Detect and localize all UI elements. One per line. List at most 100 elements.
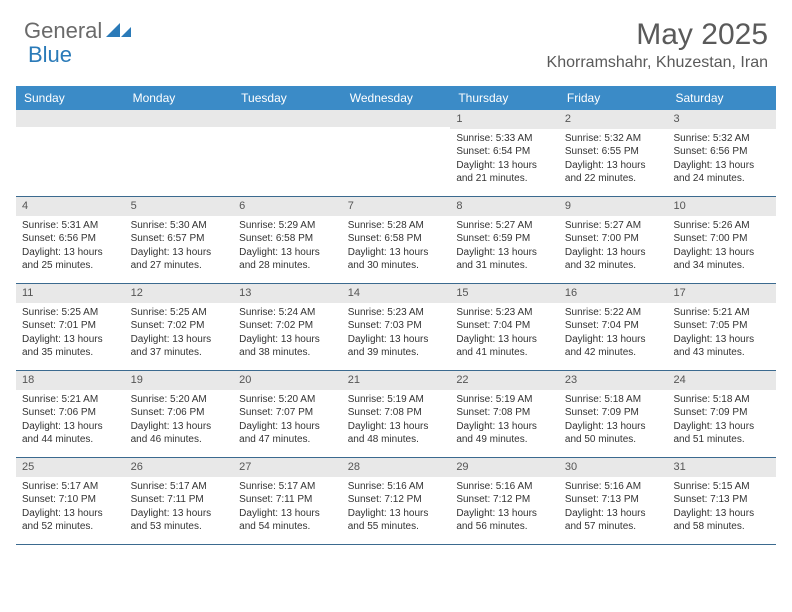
daylight-line: Daylight: 13 hours and 53 minutes. [131,507,228,534]
sunset-line: Sunset: 7:08 PM [456,406,553,420]
day-body: Sunrise: 5:24 AMSunset: 7:02 PMDaylight:… [233,303,342,364]
day-body: Sunrise: 5:23 AMSunset: 7:03 PMDaylight:… [342,303,451,364]
sunrise-line: Sunrise: 5:19 AM [456,393,553,407]
daylight-line: Daylight: 13 hours and 28 minutes. [239,246,336,273]
daylight-line: Daylight: 13 hours and 47 minutes. [239,420,336,447]
day-body: Sunrise: 5:15 AMSunset: 7:13 PMDaylight:… [667,477,776,538]
day-number [125,110,234,127]
sunrise-line: Sunrise: 5:21 AM [22,393,119,407]
sunset-line: Sunset: 7:03 PM [348,319,445,333]
day-body: Sunrise: 5:20 AMSunset: 7:07 PMDaylight:… [233,390,342,451]
daylight-line: Daylight: 13 hours and 38 minutes. [239,333,336,360]
sunset-line: Sunset: 7:13 PM [673,493,770,507]
day-number: 9 [559,197,668,216]
daylight-line: Daylight: 13 hours and 35 minutes. [22,333,119,360]
day-number [233,110,342,127]
sunset-line: Sunset: 6:58 PM [348,232,445,246]
sunrise-line: Sunrise: 5:20 AM [131,393,228,407]
sunset-line: Sunset: 7:05 PM [673,319,770,333]
day-number [342,110,451,127]
sunrise-line: Sunrise: 5:27 AM [456,219,553,233]
day-cell: 29Sunrise: 5:16 AMSunset: 7:12 PMDayligh… [450,458,559,544]
daylight-line: Daylight: 13 hours and 48 minutes. [348,420,445,447]
day-body: Sunrise: 5:31 AMSunset: 6:56 PMDaylight:… [16,216,125,277]
day-body [125,127,234,187]
sunset-line: Sunset: 6:57 PM [131,232,228,246]
day-number: 21 [342,371,451,390]
sunrise-line: Sunrise: 5:20 AM [239,393,336,407]
month-title: May 2025 [547,18,768,52]
day-cell: 25Sunrise: 5:17 AMSunset: 7:10 PMDayligh… [16,458,125,544]
day-cell [342,110,451,196]
day-body: Sunrise: 5:21 AMSunset: 7:05 PMDaylight:… [667,303,776,364]
calendar: SundayMondayTuesdayWednesdayThursdayFrid… [16,86,776,545]
sunset-line: Sunset: 7:04 PM [456,319,553,333]
daylight-line: Daylight: 13 hours and 22 minutes. [565,159,662,186]
day-body: Sunrise: 5:26 AMSunset: 7:00 PMDaylight:… [667,216,776,277]
day-cell: 1Sunrise: 5:33 AMSunset: 6:54 PMDaylight… [450,110,559,196]
sunrise-line: Sunrise: 5:18 AM [673,393,770,407]
day-cell: 8Sunrise: 5:27 AMSunset: 6:59 PMDaylight… [450,197,559,283]
daylight-line: Daylight: 13 hours and 58 minutes. [673,507,770,534]
day-header: Friday [559,86,668,110]
sunrise-line: Sunrise: 5:16 AM [456,480,553,494]
day-cell [16,110,125,196]
daylight-line: Daylight: 13 hours and 50 minutes. [565,420,662,447]
day-cell: 16Sunrise: 5:22 AMSunset: 7:04 PMDayligh… [559,284,668,370]
daylight-line: Daylight: 13 hours and 49 minutes. [456,420,553,447]
day-body: Sunrise: 5:27 AMSunset: 7:00 PMDaylight:… [559,216,668,277]
sunset-line: Sunset: 7:01 PM [22,319,119,333]
day-body: Sunrise: 5:16 AMSunset: 7:12 PMDaylight:… [342,477,451,538]
daylight-line: Daylight: 13 hours and 32 minutes. [565,246,662,273]
day-cell [233,110,342,196]
sunset-line: Sunset: 7:09 PM [673,406,770,420]
sunrise-line: Sunrise: 5:32 AM [565,132,662,146]
day-body: Sunrise: 5:18 AMSunset: 7:09 PMDaylight:… [559,390,668,451]
sunrise-line: Sunrise: 5:31 AM [22,219,119,233]
sunset-line: Sunset: 7:07 PM [239,406,336,420]
day-number: 22 [450,371,559,390]
day-cell: 3Sunrise: 5:32 AMSunset: 6:56 PMDaylight… [667,110,776,196]
day-number: 7 [342,197,451,216]
logo-icon [106,19,132,44]
day-cell: 17Sunrise: 5:21 AMSunset: 7:05 PMDayligh… [667,284,776,370]
sunrise-line: Sunrise: 5:17 AM [131,480,228,494]
day-number: 31 [667,458,776,477]
day-cell: 19Sunrise: 5:20 AMSunset: 7:06 PMDayligh… [125,371,234,457]
day-body: Sunrise: 5:19 AMSunset: 7:08 PMDaylight:… [450,390,559,451]
day-cell: 20Sunrise: 5:20 AMSunset: 7:07 PMDayligh… [233,371,342,457]
day-body: Sunrise: 5:20 AMSunset: 7:06 PMDaylight:… [125,390,234,451]
day-cell: 28Sunrise: 5:16 AMSunset: 7:12 PMDayligh… [342,458,451,544]
day-number: 24 [667,371,776,390]
day-number: 27 [233,458,342,477]
week-row: 4Sunrise: 5:31 AMSunset: 6:56 PMDaylight… [16,197,776,284]
day-body: Sunrise: 5:18 AMSunset: 7:09 PMDaylight:… [667,390,776,451]
day-body: Sunrise: 5:25 AMSunset: 7:01 PMDaylight:… [16,303,125,364]
sunrise-line: Sunrise: 5:23 AM [348,306,445,320]
sunset-line: Sunset: 6:56 PM [673,145,770,159]
daylight-line: Daylight: 13 hours and 34 minutes. [673,246,770,273]
sunset-line: Sunset: 6:55 PM [565,145,662,159]
week-row: 1Sunrise: 5:33 AMSunset: 6:54 PMDaylight… [16,110,776,197]
day-body: Sunrise: 5:17 AMSunset: 7:10 PMDaylight:… [16,477,125,538]
sunrise-line: Sunrise: 5:30 AM [131,219,228,233]
day-body: Sunrise: 5:28 AMSunset: 6:58 PMDaylight:… [342,216,451,277]
day-number: 14 [342,284,451,303]
day-number: 16 [559,284,668,303]
location: Khorramshahr, Khuzestan, Iran [547,54,768,72]
sunset-line: Sunset: 7:06 PM [131,406,228,420]
day-cell: 23Sunrise: 5:18 AMSunset: 7:09 PMDayligh… [559,371,668,457]
sunset-line: Sunset: 7:10 PM [22,493,119,507]
day-cell: 2Sunrise: 5:32 AMSunset: 6:55 PMDaylight… [559,110,668,196]
sunrise-line: Sunrise: 5:18 AM [565,393,662,407]
daylight-line: Daylight: 13 hours and 41 minutes. [456,333,553,360]
day-number: 18 [16,371,125,390]
daylight-line: Daylight: 13 hours and 43 minutes. [673,333,770,360]
day-header: Saturday [667,86,776,110]
sunset-line: Sunset: 7:12 PM [348,493,445,507]
day-body: Sunrise: 5:32 AMSunset: 6:55 PMDaylight:… [559,129,668,190]
sunset-line: Sunset: 7:11 PM [131,493,228,507]
daylight-line: Daylight: 13 hours and 30 minutes. [348,246,445,273]
sunset-line: Sunset: 7:11 PM [239,493,336,507]
sunset-line: Sunset: 6:54 PM [456,145,553,159]
